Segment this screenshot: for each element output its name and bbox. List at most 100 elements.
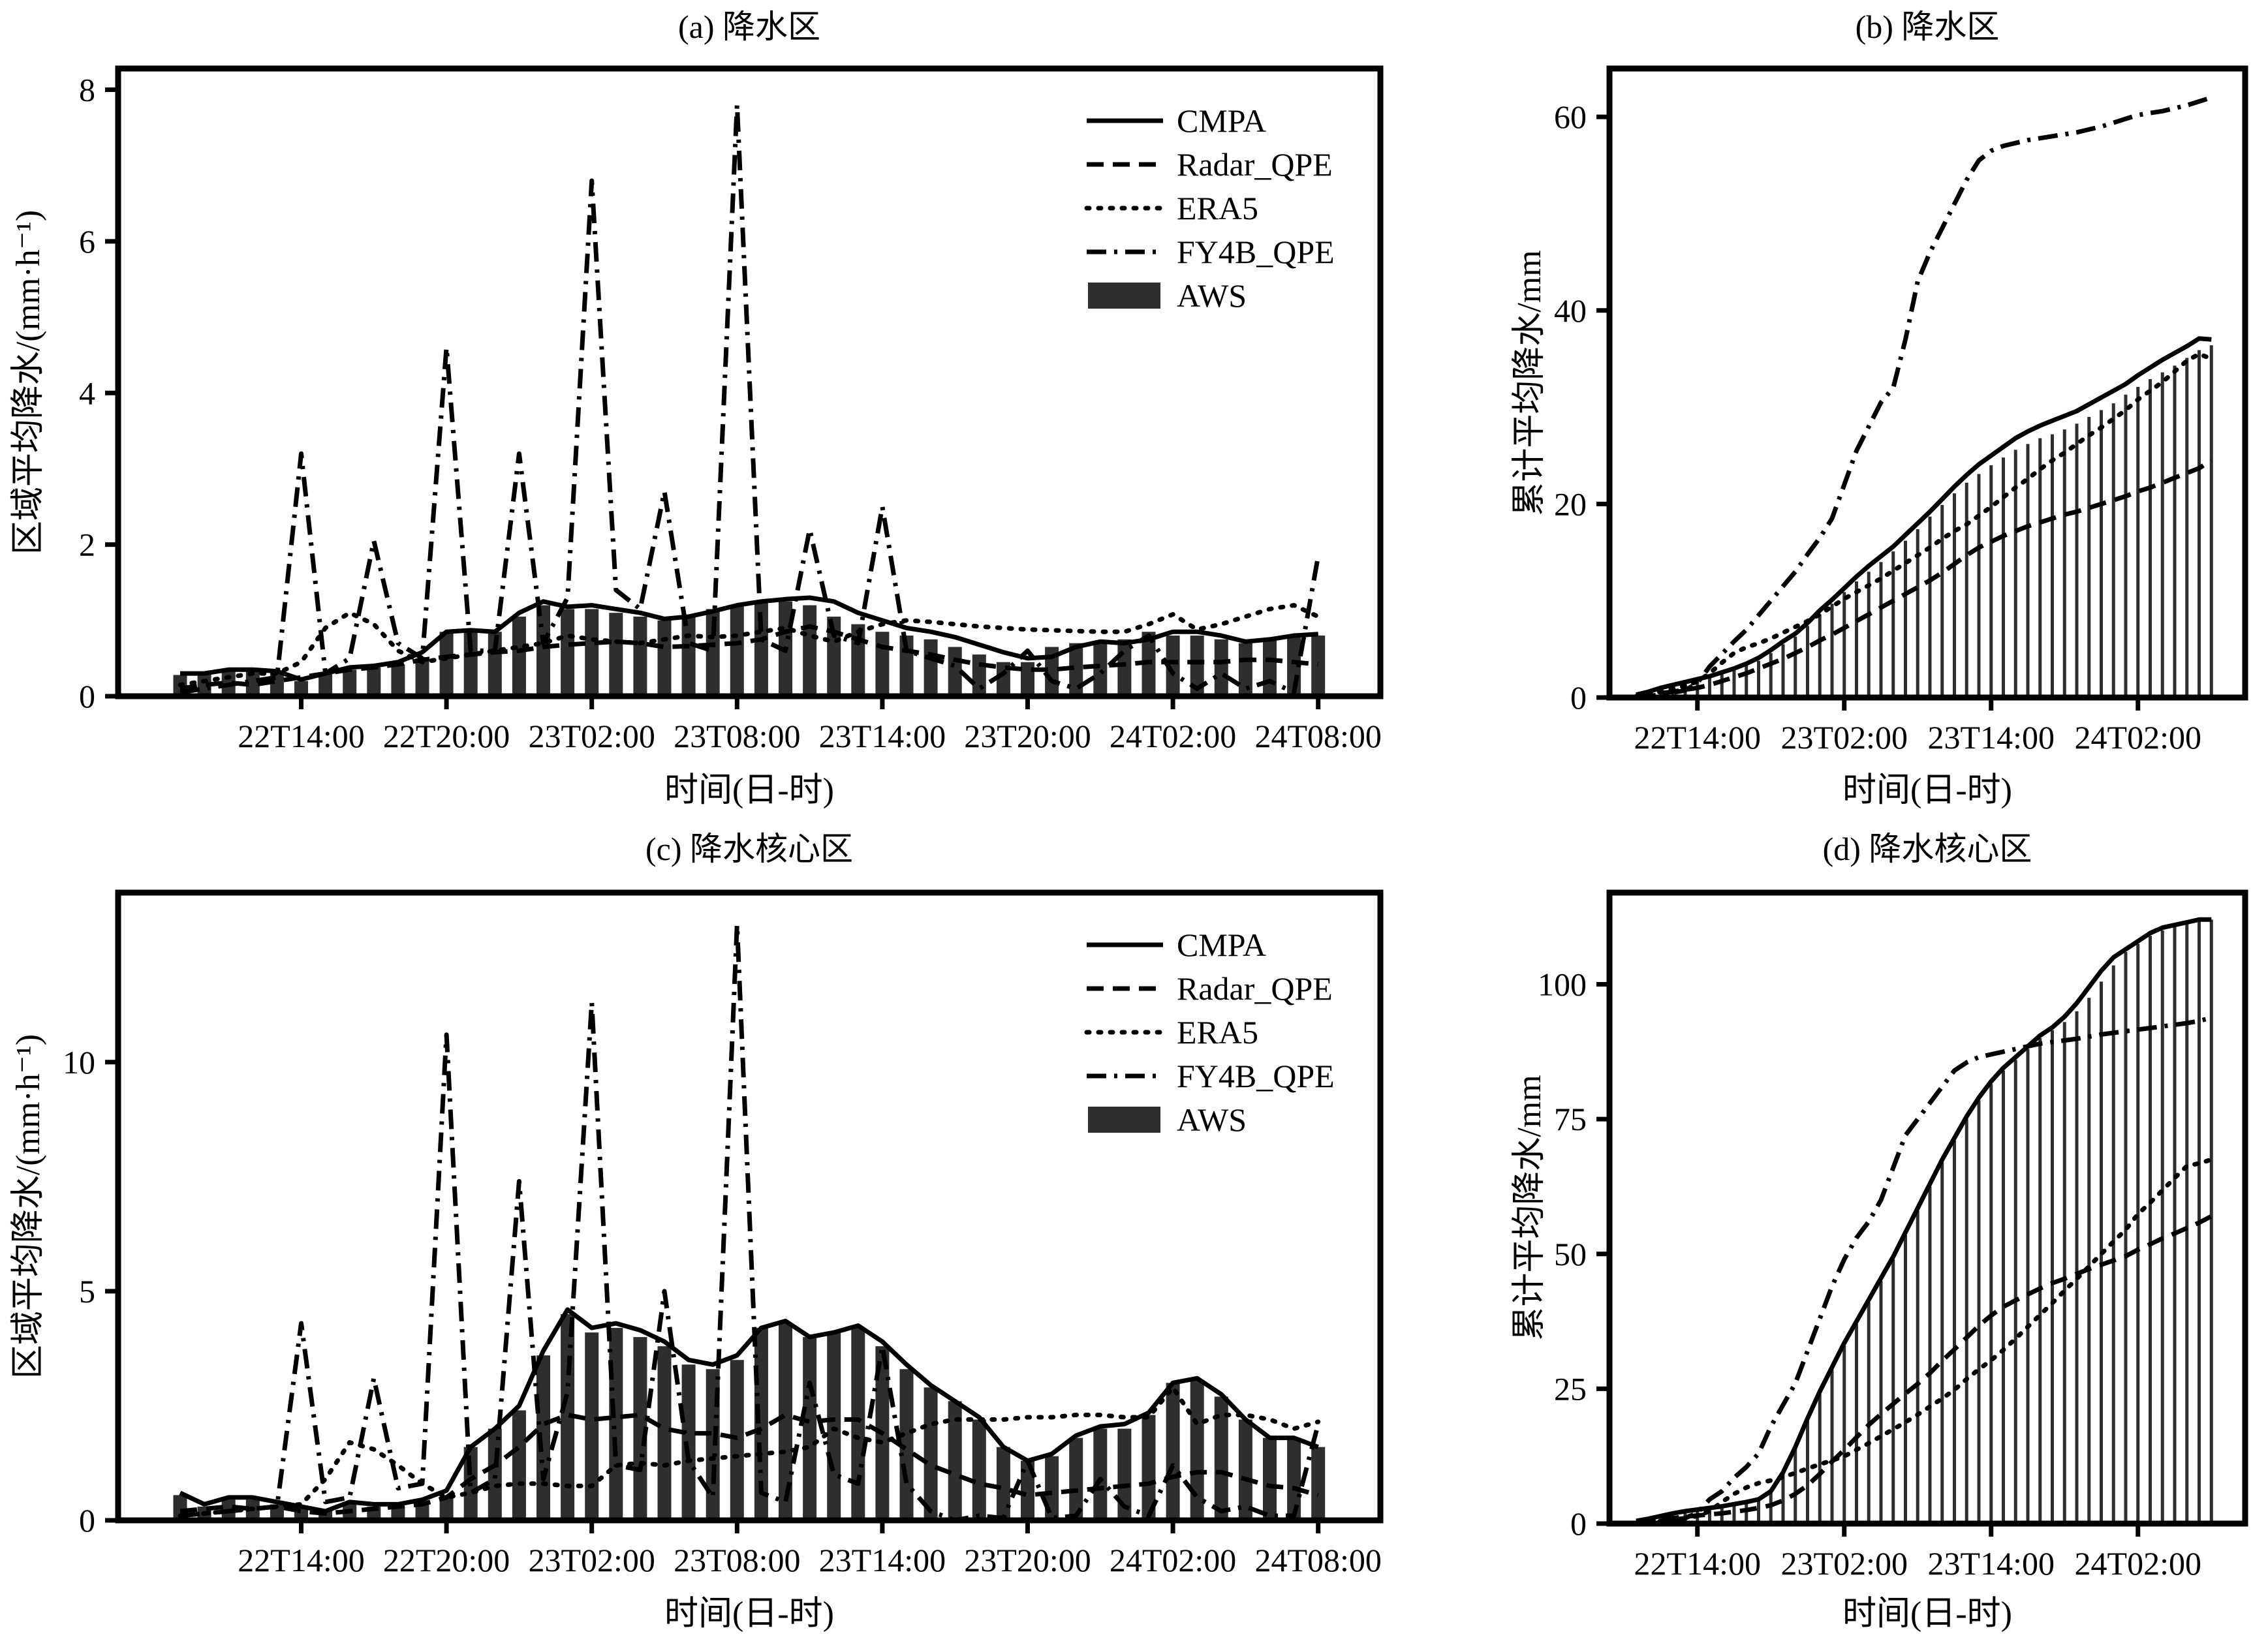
legend-label: ERA5 [1177, 190, 1258, 226]
aws-bar [439, 632, 454, 696]
y-axis-label: 累计平均降水/mm [1511, 250, 1548, 515]
panel-c: 0 5 10 22T14:00 22T20:00 23T02:00 23T08:00 23T1… [10, 831, 1384, 1633]
aws-bar [1781, 644, 1785, 698]
y-tick-label: 60 [1554, 99, 1587, 135]
panel-b: 0 20 40 60 22T14:00 23T02:00 23T14:00 24T02:00 (… [1511, 8, 2248, 809]
y-tick-label: 8 [79, 72, 95, 108]
series-cmpa-line [1636, 336, 2212, 698]
y-tick-label: 100 [1538, 966, 1587, 1003]
aws-bar [948, 1401, 962, 1520]
aws-bar [1891, 551, 1895, 698]
y-tick-label: 6 [79, 223, 95, 260]
aws-bar [1166, 1383, 1180, 1520]
aws-bar [803, 605, 817, 696]
x-tick-label: 23T02:00 [1781, 719, 1908, 756]
aws-bar [1916, 529, 1919, 698]
aws-bar [1093, 1428, 1108, 1520]
aws-bars [173, 601, 1326, 696]
panel-title: (a) 降水区 [678, 8, 820, 45]
x-tick-label: 22T20:00 [383, 1542, 510, 1578]
x-tick-label: 22T14:00 [1634, 1545, 1761, 1582]
aws-bar [2013, 450, 2017, 698]
aws-bar [1238, 1419, 1252, 1520]
aws-bar [1311, 636, 1326, 696]
legend-swatch-aws [1088, 1107, 1160, 1133]
aws-bar [2124, 951, 2128, 1524]
aws-bar [1879, 1281, 1883, 1524]
aws-bar [1142, 1415, 1156, 1520]
x-tick-label: 23T14:00 [1928, 719, 2055, 756]
aws-bar [1965, 482, 1968, 698]
aws-bar [294, 681, 308, 696]
y-tick-label: 75 [1554, 1101, 1587, 1137]
aws-bar [1069, 1437, 1083, 1520]
x-tick-label: 24T02:00 [2075, 719, 2201, 756]
series-radar-qpe-line [1636, 458, 2213, 699]
aws-bar [2013, 1060, 2017, 1524]
aws-bar [1781, 1472, 1785, 1524]
aws-bar [1069, 643, 1083, 696]
series-fy4b-qpe-line [179, 102, 1321, 695]
aws-bar [2173, 365, 2177, 698]
aws-bar [706, 609, 720, 696]
panel-title: (c) 降水核心区 [645, 831, 853, 867]
aws-bar [488, 632, 502, 696]
x-tick-label: 23T02:00 [1781, 1545, 1908, 1582]
aws-bar [1965, 1119, 1968, 1524]
aws-bar [730, 1360, 744, 1520]
x-tick-label: 23T14:00 [819, 1542, 946, 1578]
aws-bar [2185, 358, 2189, 698]
legend-label: Radar_QPE [1177, 970, 1333, 1007]
aws-bar [1928, 516, 1932, 698]
aws-bar [1855, 581, 1858, 698]
legend-label: AWS [1177, 277, 1247, 314]
aws-bar [2087, 998, 2091, 1524]
legend-label: CMPA [1177, 102, 1266, 139]
aws-bar [463, 632, 478, 696]
aws-bar [1117, 639, 1132, 696]
aws-bar [924, 1387, 938, 1520]
aws-bar [2075, 1011, 2079, 1524]
aws-bar [2209, 919, 2213, 1524]
y-tick-label: 5 [79, 1273, 95, 1310]
aws-bar [2002, 457, 2005, 698]
x-tick-label: 23T08:00 [674, 1542, 800, 1578]
legend-label: Radar_QPE [1177, 146, 1333, 183]
aws-bar [2111, 403, 2115, 698]
aws-bar [657, 1346, 672, 1520]
aws-bar [1842, 592, 1846, 698]
aws-bar [1818, 1394, 1822, 1524]
x-tick-label: 24T02:00 [1110, 1542, 1236, 1578]
aws-bar [1867, 572, 1871, 698]
y-tick-label: 0 [79, 1502, 95, 1539]
x-tick-label: 23T20:00 [964, 1542, 1091, 1578]
aws-bars [1634, 345, 2213, 698]
y-axis-label: 区域平均降水/(mm·h⁻¹) [10, 210, 47, 555]
aws-bar [512, 617, 526, 696]
aws-bar [1891, 1259, 1895, 1524]
aws-bar [2149, 936, 2152, 1524]
aws-bar [1977, 1100, 1981, 1524]
aws-bar [2149, 379, 2152, 698]
series-cmpa-line [1636, 917, 2212, 1524]
legend-label: ERA5 [1177, 1014, 1258, 1051]
y-tick-label: 0 [1570, 1505, 1587, 1542]
panel-title: (b) 降水区 [1856, 8, 2000, 45]
aws-bar [415, 658, 429, 696]
y-tick-label: 4 [79, 375, 95, 411]
legend: CMPA Radar_QPE ERA5 FY4B_QPE AWS [1084, 102, 1335, 314]
aws-bar [1093, 643, 1108, 696]
plot-frame [1606, 889, 2248, 1527]
aws-bar [1732, 1505, 1736, 1524]
x-tick-label: 23T02:00 [528, 1542, 655, 1578]
aws-bar [1287, 1437, 1301, 1520]
panel-title: (d) 降水核心区 [1823, 831, 2032, 867]
aws-bar [2062, 1022, 2066, 1524]
y-tick-label: 0 [1570, 679, 1587, 716]
plot-frame [115, 889, 1384, 1524]
aws-bar [2087, 416, 2091, 698]
x-tick-label: 24T02:00 [1110, 718, 1236, 754]
aws-bar [2198, 350, 2201, 698]
aws-bar [1928, 1186, 1932, 1524]
aws-bar [1757, 660, 1760, 698]
